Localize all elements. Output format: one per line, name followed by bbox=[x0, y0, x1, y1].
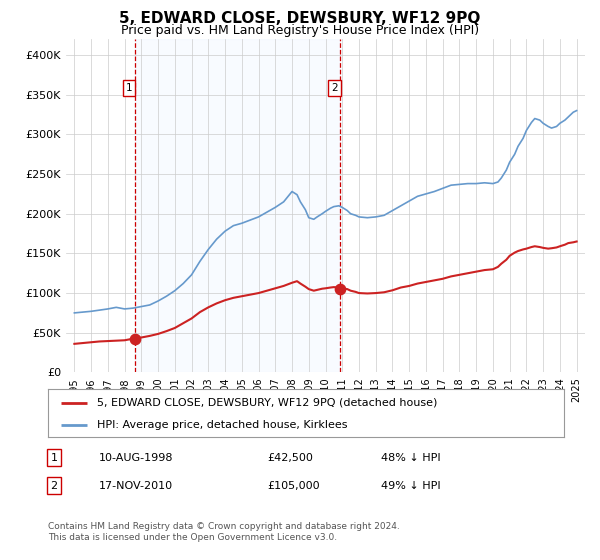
Text: 2: 2 bbox=[50, 480, 58, 491]
Text: 5, EDWARD CLOSE, DEWSBURY, WF12 9PQ (detached house): 5, EDWARD CLOSE, DEWSBURY, WF12 9PQ (det… bbox=[97, 398, 437, 408]
Bar bbox=[135, 39, 340, 372]
Text: This data is licensed under the Open Government Licence v3.0.: This data is licensed under the Open Gov… bbox=[48, 533, 337, 542]
Text: 17-NOV-2010: 17-NOV-2010 bbox=[99, 480, 173, 491]
Text: Price paid vs. HM Land Registry's House Price Index (HPI): Price paid vs. HM Land Registry's House … bbox=[121, 24, 479, 37]
Text: 1: 1 bbox=[50, 452, 58, 463]
Text: Contains HM Land Registry data © Crown copyright and database right 2024.: Contains HM Land Registry data © Crown c… bbox=[48, 522, 400, 531]
Text: 1: 1 bbox=[125, 83, 132, 94]
Point bbox=[130, 334, 140, 343]
Text: £42,500: £42,500 bbox=[267, 452, 313, 463]
Text: £105,000: £105,000 bbox=[267, 480, 320, 491]
Text: 49% ↓ HPI: 49% ↓ HPI bbox=[381, 480, 440, 491]
Text: 48% ↓ HPI: 48% ↓ HPI bbox=[381, 452, 440, 463]
Text: 2: 2 bbox=[331, 83, 338, 94]
Point bbox=[335, 284, 345, 293]
Text: 5, EDWARD CLOSE, DEWSBURY, WF12 9PQ: 5, EDWARD CLOSE, DEWSBURY, WF12 9PQ bbox=[119, 11, 481, 26]
Text: 10-AUG-1998: 10-AUG-1998 bbox=[99, 452, 173, 463]
Text: HPI: Average price, detached house, Kirklees: HPI: Average price, detached house, Kirk… bbox=[97, 420, 347, 430]
